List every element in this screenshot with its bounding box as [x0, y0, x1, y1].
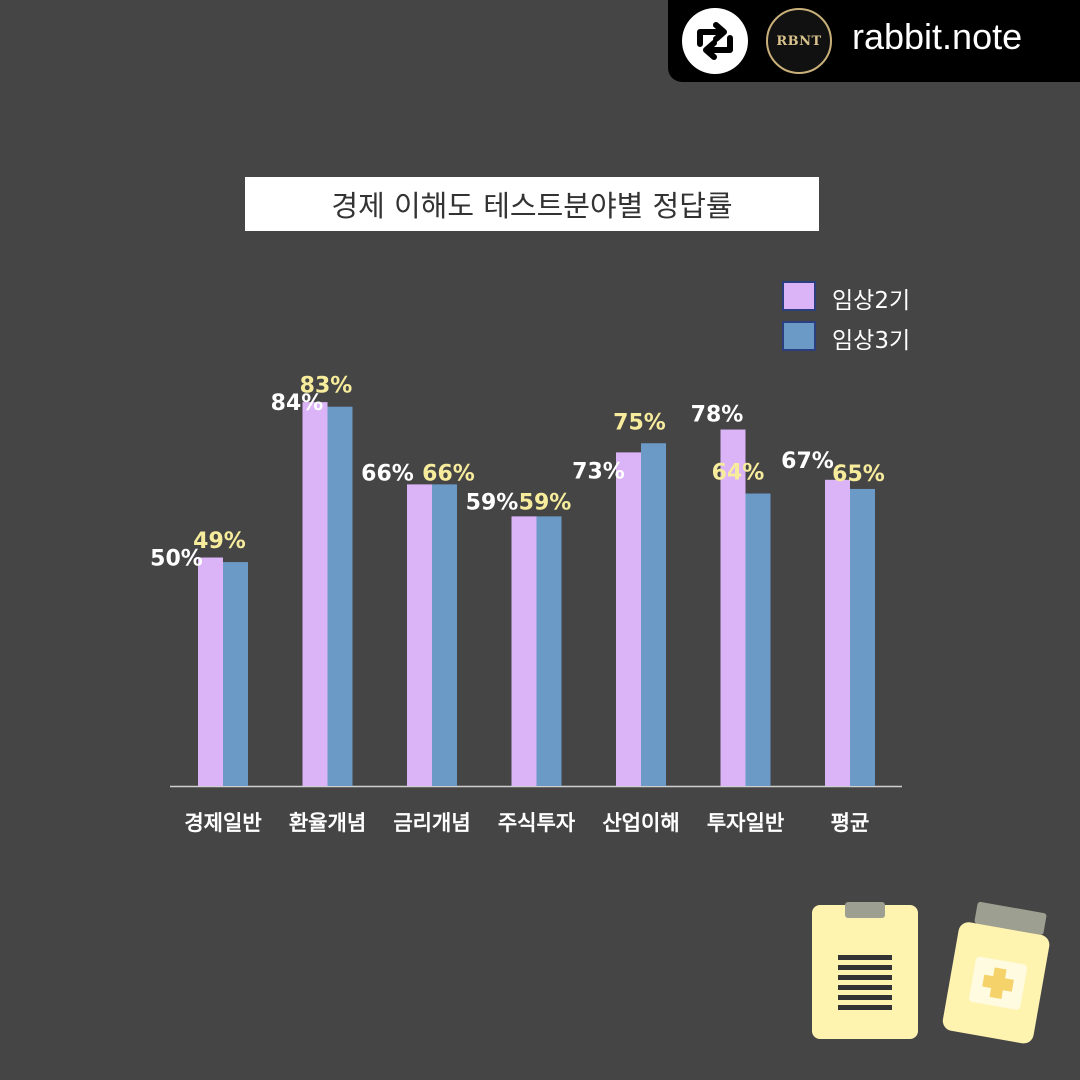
repost-banner: RBNT rabbit.note	[668, 0, 1080, 82]
legend-label-series1: 임상2기	[832, 288, 911, 314]
bar-series1-5	[720, 429, 746, 786]
bar-series1-6	[825, 479, 850, 786]
bar-series2-3	[536, 516, 562, 786]
data-label-series2-0: 49%	[193, 529, 246, 554]
repost-icon[interactable]	[682, 8, 748, 74]
avatar[interactable]: RBNT	[766, 8, 832, 74]
data-label-series2-1: 83%	[300, 374, 353, 399]
bar-series1-4	[616, 452, 641, 786]
x-tick-label-1: 환율개념	[289, 811, 366, 835]
x-tick-label-2: 금리개념	[393, 811, 470, 835]
chart-title: 경제 이해도 테스트분야별 정답률	[331, 189, 733, 223]
bar-series2-6	[850, 488, 875, 786]
data-label-series2-5: 64%	[712, 461, 765, 486]
bar-series1-0	[198, 557, 223, 786]
bar-series2-4	[641, 443, 666, 786]
clipboard-icon	[812, 902, 918, 1039]
data-label-series1-6: 67%	[781, 449, 834, 474]
username[interactable]: rabbit.note	[852, 16, 1023, 57]
bar-series1-3	[511, 516, 537, 786]
data-label-series1-2: 66%	[361, 461, 414, 486]
avatar-text: RBNT	[776, 33, 822, 49]
bar-series1-1	[302, 402, 328, 786]
bar-series2-5	[745, 493, 771, 786]
bar-series2-0	[223, 562, 248, 786]
data-label-series1-1: 84%	[271, 391, 324, 416]
x-tick-label-6: 평균	[831, 811, 870, 835]
x-tick-label-5: 투자일반	[707, 811, 784, 835]
x-tick-label-0: 경제일반	[184, 811, 261, 835]
bar-series2-1	[327, 406, 353, 786]
legend-swatch-series1	[782, 281, 816, 311]
legend-label-series2: 임상3기	[832, 328, 911, 354]
x-tick-label-4: 산업이해	[602, 811, 679, 835]
data-label-series2-2: 66%	[422, 461, 475, 486]
data-label-series1-0: 50%	[150, 547, 203, 572]
bar-series1-2	[407, 484, 432, 786]
bar-series2-2	[432, 484, 457, 786]
data-label-series2-6: 65%	[832, 462, 885, 487]
legend-swatch-series2	[782, 321, 816, 351]
data-label-series1-4: 73%	[572, 459, 625, 484]
x-tick-label-3: 주식투자	[498, 811, 576, 835]
data-label-series2-4: 75%	[613, 410, 666, 435]
data-label-series1-5: 78%	[691, 403, 744, 428]
chart-title-box: 경제 이해도 테스트분야별 정답률	[245, 177, 819, 231]
data-label-series1-3: 59%	[466, 490, 519, 515]
data-label-series2-3: 59%	[519, 490, 572, 515]
